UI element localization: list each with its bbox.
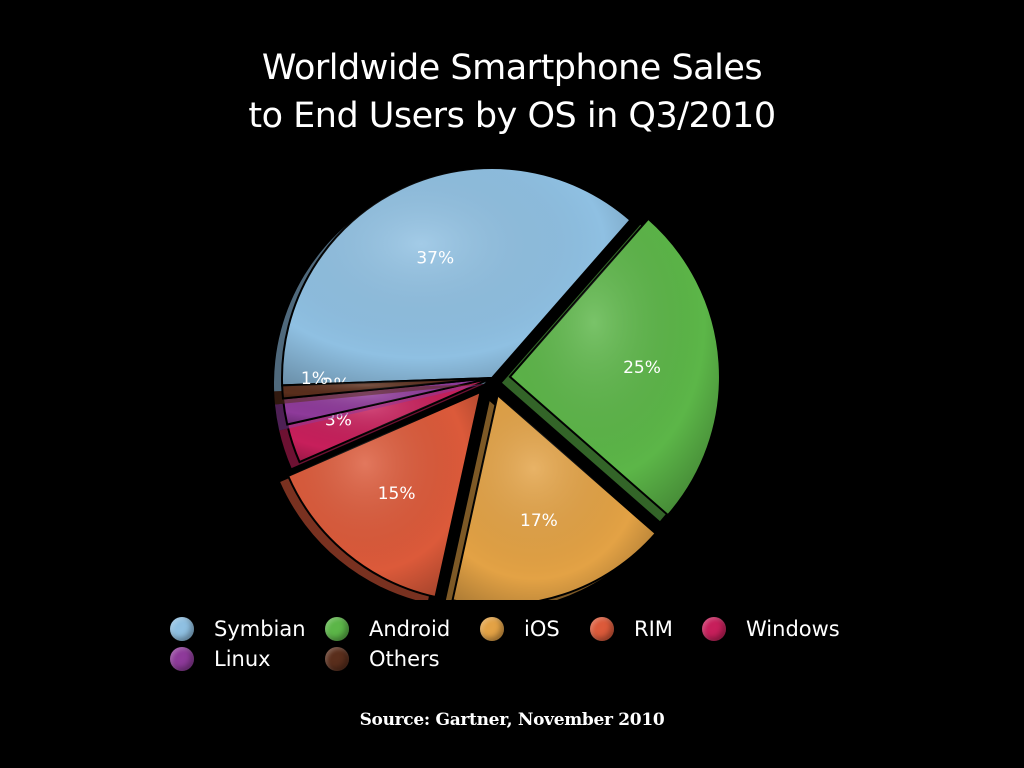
legend-item-android: Android — [325, 617, 480, 641]
legend-swatch-ios — [480, 617, 504, 641]
pie-slice-edge-others — [274, 384, 484, 405]
legend-label-symbian: Symbian — [214, 617, 306, 641]
legend-item-linux: Linux — [170, 647, 325, 671]
chart-title-line-1: Worldwide Smartphone Sales — [261, 48, 763, 88]
legend-label-ios: iOS — [524, 617, 560, 641]
legend-row-1: Symbian Android iOS RIM Windows — [170, 614, 890, 644]
slice-label-rim: 15% — [378, 484, 416, 504]
legend-swatch-linux — [170, 647, 194, 671]
slice-label-ios: 17% — [520, 511, 558, 531]
legend-item-ios: iOS — [480, 617, 590, 641]
legend-label-rim: RIM — [634, 617, 673, 641]
legend-swatch-rim — [590, 617, 614, 641]
legend-label-windows: Windows — [746, 617, 840, 641]
legend-label-linux: Linux — [214, 647, 271, 671]
legend-item-windows: Windows — [702, 617, 840, 641]
legend: Symbian Android iOS RIM Windows Linux Ot… — [170, 614, 890, 674]
legend-swatch-symbian — [170, 617, 194, 641]
legend-item-rim: RIM — [590, 617, 702, 641]
pie-slice-shade-windows — [287, 378, 492, 463]
legend-item-others: Others — [325, 647, 440, 671]
pie-slice-shade-rim — [288, 391, 481, 598]
pie-slice-shade-android — [509, 218, 720, 516]
chart-title-line-2: to End Users by OS in Q3/2010 — [248, 96, 776, 136]
legend-label-others: Others — [369, 647, 440, 671]
source-note: Source: Gartner, November 2010 — [359, 710, 665, 730]
legend-label-android: Android — [369, 617, 451, 641]
pie-slice-shade-ios — [452, 395, 656, 600]
legend-swatch-windows — [702, 617, 726, 641]
slice-label-android: 25% — [623, 358, 661, 378]
pie-slice-shade-symbian — [282, 168, 631, 386]
chart-title: Worldwide Smartphone Sales to End Users … — [0, 44, 1024, 140]
slice-label-symbian: 37% — [416, 248, 454, 268]
pie-chart: 37%25%17%15%3%2%1% — [274, 167, 721, 600]
legend-swatch-android — [325, 617, 349, 641]
pie-slice-edge-linux — [275, 384, 484, 431]
legend-row-2: Linux Others — [170, 644, 890, 674]
pie-slice-shade-linux — [283, 378, 492, 425]
legend-item-symbian: Symbian — [170, 617, 325, 641]
legend-swatch-others — [325, 647, 349, 671]
pie-slice-shade-others — [282, 378, 492, 399]
slice-label-others: 1% — [301, 369, 328, 389]
